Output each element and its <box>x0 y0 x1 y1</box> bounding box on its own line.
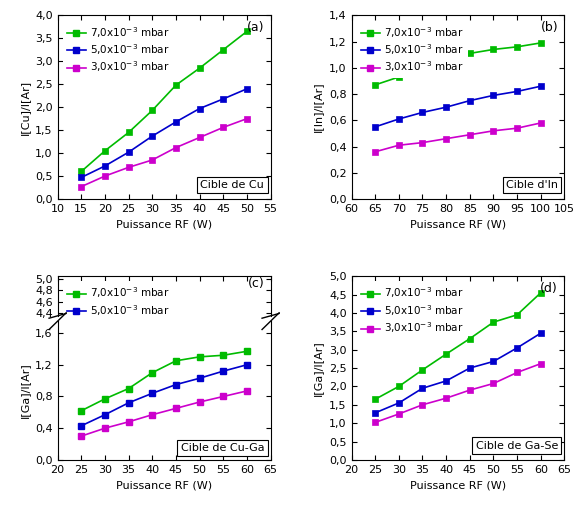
Text: (c): (c) <box>248 277 264 290</box>
Text: (b): (b) <box>540 21 558 34</box>
Y-axis label: I[Cu]/I[Ar]: I[Cu]/I[Ar] <box>20 80 29 135</box>
Legend: 7,0x10$^{-3}$ mbar, 5,0x10$^{-3}$ mbar, 3,0x10$^{-3}$ mbar: 7,0x10$^{-3}$ mbar, 5,0x10$^{-3}$ mbar, … <box>357 20 468 79</box>
Y-axis label: I[Ga]/I[Ar]: I[Ga]/I[Ar] <box>20 363 29 419</box>
Legend: 7,0x10$^{-3}$ mbar, 5,0x10$^{-3}$ mbar, 3,0x10$^{-3}$ mbar: 7,0x10$^{-3}$ mbar, 5,0x10$^{-3}$ mbar, … <box>63 282 174 339</box>
Legend: 7,0x10$^{-3}$ mbar, 5,0x10$^{-3}$ mbar, 3,0x10$^{-3}$ mbar: 7,0x10$^{-3}$ mbar, 5,0x10$^{-3}$ mbar, … <box>63 20 174 79</box>
Text: Cible de Ga-Se: Cible de Ga-Se <box>476 440 558 451</box>
Y-axis label: I[Ga]/I[Ar]: I[Ga]/I[Ar] <box>313 340 324 396</box>
Text: (d): (d) <box>540 282 558 295</box>
X-axis label: Puissance RF (W): Puissance RF (W) <box>116 480 212 491</box>
Legend: 7,0x10$^{-3}$ mbar, 5,0x10$^{-3}$ mbar, 3,0x10$^{-3}$ mbar: 7,0x10$^{-3}$ mbar, 5,0x10$^{-3}$ mbar, … <box>357 282 468 339</box>
Text: (a): (a) <box>247 21 264 34</box>
Text: Cible de Cu-Ga: Cible de Cu-Ga <box>180 443 264 453</box>
X-axis label: Puissance RF (W): Puissance RF (W) <box>410 480 506 491</box>
X-axis label: Puissance RF (W): Puissance RF (W) <box>410 219 506 229</box>
Y-axis label: I[In]/I[Ar]: I[In]/I[Ar] <box>313 82 324 132</box>
Text: Cible d'In: Cible d'In <box>506 180 558 190</box>
X-axis label: Puissance RF (W): Puissance RF (W) <box>116 219 212 229</box>
Text: Cible de Cu: Cible de Cu <box>200 180 264 190</box>
